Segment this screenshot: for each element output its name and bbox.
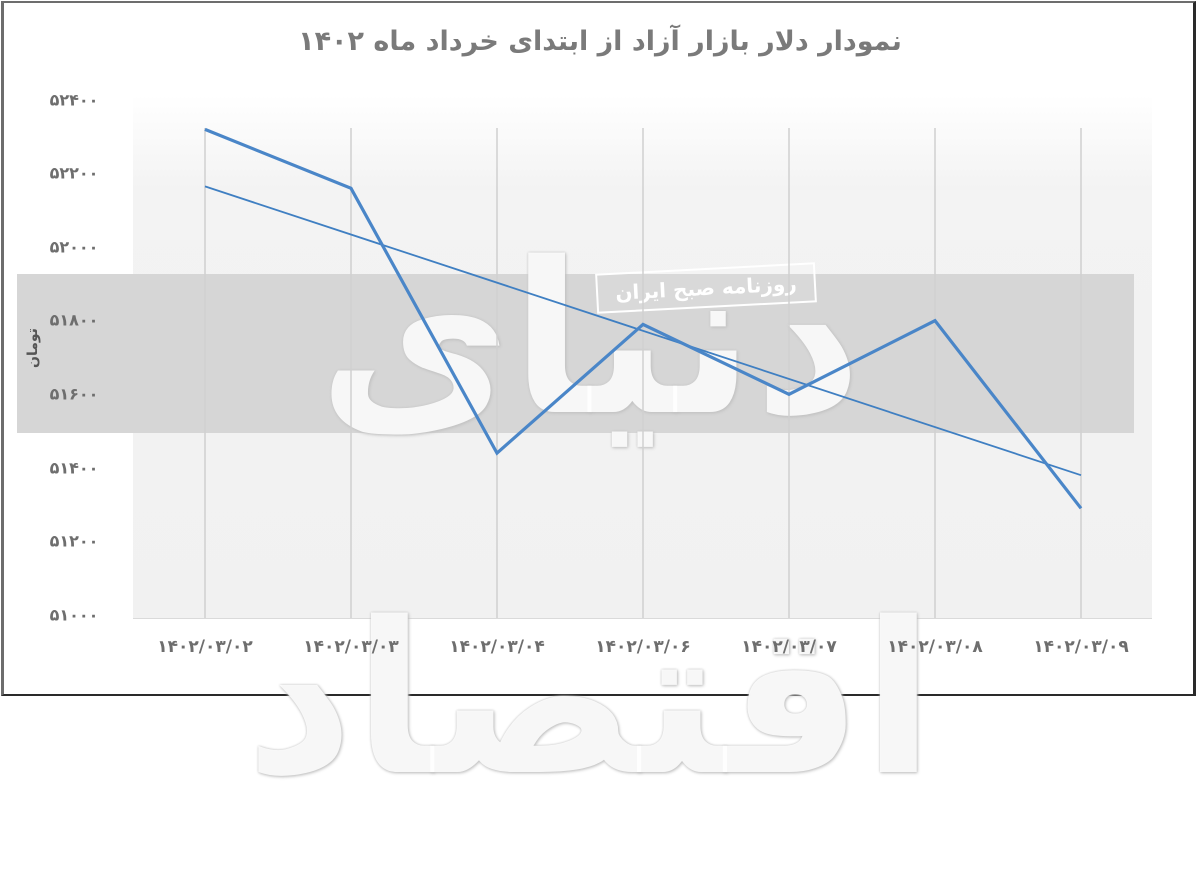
x-tick: ۱۴۰۲/۰۳/۰۸ [887, 637, 983, 657]
y-tick: ۵۱۲۰۰ [49, 531, 99, 551]
y-tick: ۵۲۰۰۰ [49, 237, 99, 257]
series-line [204, 127, 1083, 510]
y-tick: ۵۱۶۰۰ [49, 384, 99, 404]
x-tick: ۱۴۰۲/۰۳/۰۴ [449, 637, 545, 657]
x-tick: ۱۴۰۲/۰۳/۰۶ [595, 637, 691, 657]
trendline [204, 185, 1082, 477]
chart-title: نمودار دلار بازار آزاد از ابتدای خرداد م… [298, 26, 902, 57]
y-tick: ۵۲۴۰۰ [49, 90, 99, 110]
x-tick: ۱۴۰۲/۰۳/۰۲ [157, 637, 253, 657]
y-tick: ۵۱۴۰۰ [49, 458, 99, 478]
x-tick: ۱۴۰۲/۰۳/۰۳ [303, 637, 399, 657]
watermark-band [17, 274, 1134, 433]
y-tick: ۵۱۸۰۰ [49, 310, 99, 330]
y-tick: ۵۱۰۰۰ [49, 605, 99, 625]
x-tick: ۱۴۰۲/۰۳/۰۹ [1033, 637, 1129, 657]
x-tick: ۱۴۰۲/۰۳/۰۷ [741, 637, 837, 657]
y-tick: ۵۲۲۰۰ [49, 163, 99, 183]
vertical-gridlines [204, 128, 1082, 618]
line-chart [204, 127, 1083, 618]
